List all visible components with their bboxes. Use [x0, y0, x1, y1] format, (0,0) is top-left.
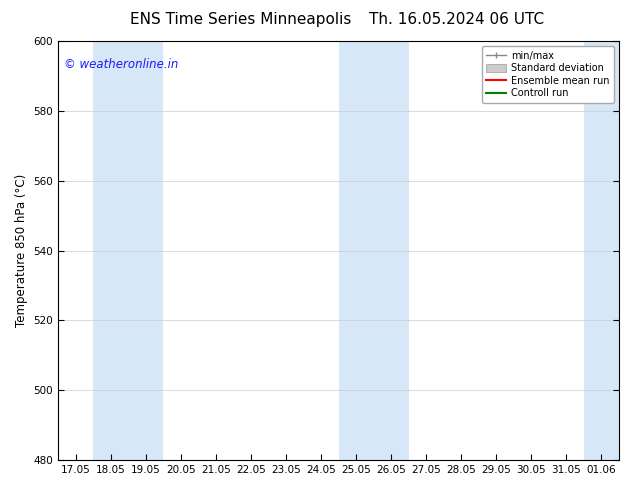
Bar: [584, 41, 619, 460]
Bar: [93, 41, 164, 460]
Text: © weatheronline.in: © weatheronline.in: [64, 58, 178, 71]
Y-axis label: Temperature 850 hPa (°C): Temperature 850 hPa (°C): [15, 174, 28, 327]
Bar: [339, 41, 409, 460]
Text: Th. 16.05.2024 06 UTC: Th. 16.05.2024 06 UTC: [369, 12, 544, 27]
Legend: min/max, Standard deviation, Ensemble mean run, Controll run: min/max, Standard deviation, Ensemble me…: [482, 46, 614, 103]
Text: ENS Time Series Minneapolis: ENS Time Series Minneapolis: [130, 12, 352, 27]
